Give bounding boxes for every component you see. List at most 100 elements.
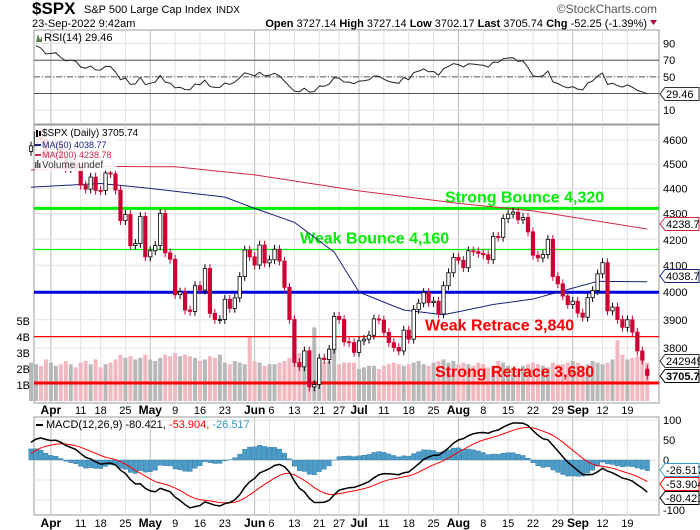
chg-value: -52.25 (-1.39%): [571, 18, 647, 30]
volume-bar: [252, 361, 257, 401]
macd-histogram-bar: [152, 459, 158, 471]
date-tick-label: 15: [502, 518, 514, 530]
macd-value-tag: -80.421: [666, 493, 700, 505]
candle-body: [610, 306, 615, 312]
candle-body: [391, 342, 396, 348]
date-tick-label: 12: [596, 405, 608, 417]
candle-body: [277, 248, 282, 262]
candle-body: [98, 189, 103, 192]
macd-histogram-bar: [560, 459, 566, 475]
candle-body: [93, 176, 98, 191]
volume-bar: [212, 357, 217, 401]
candle-body: [381, 319, 386, 333]
volume-legend: Volume undef: [42, 160, 103, 171]
candle-body: [282, 260, 287, 288]
volume-bar: [441, 359, 446, 401]
macd-histogram-bar: [411, 453, 417, 461]
candle-body: [471, 250, 476, 253]
candle-body: [590, 290, 595, 299]
date-tick-label: 18: [94, 518, 106, 530]
rsi-value-tag: 29.46: [666, 89, 694, 101]
datetime: 23-Sep-2022 9:42am: [32, 18, 135, 30]
macd-histogram-bar: [505, 452, 511, 461]
candle-body: [635, 331, 640, 352]
candle-body: [436, 300, 441, 315]
candle-body: [342, 319, 347, 343]
macd-histogram-bar: [500, 452, 506, 461]
candle-body: [361, 338, 367, 342]
candle-body: [461, 259, 466, 269]
date-tick-label: 11: [378, 518, 389, 530]
macd-histogram-bar: [490, 453, 496, 461]
candle-body: [153, 245, 158, 252]
candle-body: [351, 342, 357, 353]
macd-histogram-bar: [515, 453, 521, 461]
hist-value: -26.517: [212, 419, 249, 431]
macd-histogram-bar: [282, 452, 287, 461]
candle-body: [163, 213, 168, 254]
candle-body: [431, 300, 436, 303]
ma200-legend: MA(200) 4238.78: [42, 150, 112, 160]
macd-histogram-bar: [475, 450, 481, 461]
macd-histogram-bar: [406, 455, 412, 461]
macd-histogram-bar: [137, 459, 143, 471]
candle-body: [366, 334, 372, 340]
volume-tick-label: 3B: [17, 348, 30, 360]
candle-body: [501, 218, 506, 238]
hist-value-tag-box: [659, 463, 700, 477]
candle-body: [600, 262, 605, 275]
candle-body: [441, 285, 446, 315]
macd-histogram-bar: [615, 459, 620, 466]
candle-body: [217, 319, 222, 321]
date-tick-label: Sep: [567, 516, 589, 530]
last-value: 3705.74: [503, 18, 543, 30]
macd-histogram-bar: [232, 457, 238, 461]
candle-body: [237, 276, 242, 299]
candle-body: [515, 211, 521, 221]
date-tick-label: 25: [427, 518, 439, 530]
symbol: $SPX: [32, 0, 76, 18]
chg-label: Chg: [546, 18, 567, 30]
macd-histogram-bar: [277, 448, 282, 461]
volume-bar: [197, 361, 202, 401]
candle-body: [426, 292, 431, 303]
volume-tick-label: 2B: [17, 364, 30, 376]
volume-bar: [247, 337, 252, 401]
candle-icon: [36, 130, 41, 137]
candle-body: [128, 214, 133, 246]
rsi-tick-label: 70: [663, 55, 675, 67]
macd-histogram-bar: [580, 459, 586, 477]
ma200-value-tag-box: [659, 217, 700, 231]
date-tick-label: 9: [172, 405, 178, 417]
date-tick-label: 18: [403, 518, 415, 530]
copyright[interactable]: ©StockCharts.com: [557, 2, 657, 16]
macd-tick-label: 0: [663, 455, 669, 467]
rsi-line: [35, 45, 648, 95]
date-tick-label: 21: [313, 405, 325, 417]
volume-bar: [83, 361, 88, 401]
date-tick-label: 23: [219, 518, 231, 530]
index-name: S&P 500 Large Cap Index: [84, 4, 212, 16]
macd-histogram-bar: [88, 459, 94, 468]
macd-histogram-bar: [346, 455, 352, 461]
volume-bar: [63, 361, 68, 401]
macd-histogram-bar: [48, 455, 54, 461]
macd-histogram-bar: [341, 456, 347, 461]
rsi-tick-label: 10: [663, 105, 675, 117]
volume-bar: [416, 361, 421, 401]
volume-value-tag-box: [659, 354, 700, 368]
candle-body: [396, 347, 401, 352]
macd-histogram-bar: [565, 459, 571, 477]
volume-bar: [183, 354, 188, 401]
candle-body: [232, 297, 237, 309]
volume-bar: [615, 340, 620, 401]
candle-body: [416, 302, 421, 310]
candle-body: [297, 362, 302, 368]
volume-bar: [297, 353, 302, 401]
candle-body: [173, 258, 178, 296]
candle-body: [346, 341, 352, 344]
candle-body: [182, 291, 188, 311]
macd-histogram-bar: [535, 459, 541, 467]
price-value-tag: 3705.74: [666, 371, 700, 383]
candle-body: [197, 285, 203, 291]
